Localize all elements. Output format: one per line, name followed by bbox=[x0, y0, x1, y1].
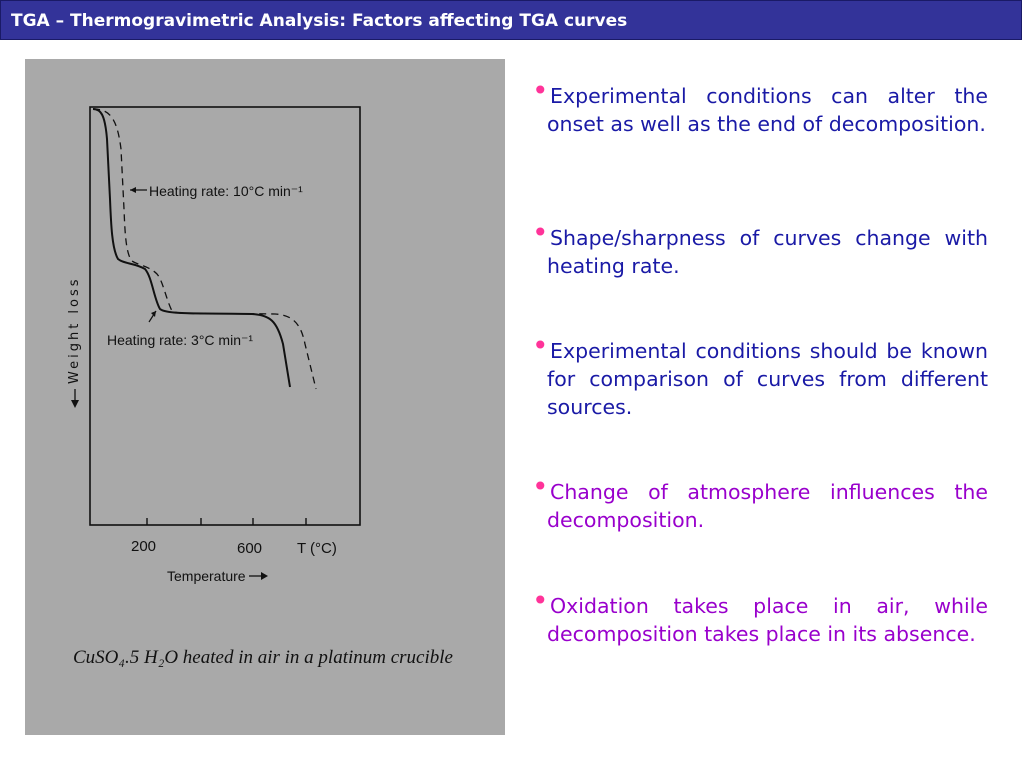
x-tick-200: 200 bbox=[131, 538, 156, 555]
bullet-text: Change of atmosphere influences the deco… bbox=[547, 480, 988, 532]
plot-frame bbox=[89, 106, 361, 526]
tga-figure: Heating rate: 10°C min⁻¹ Heating rate: 3… bbox=[25, 59, 505, 735]
arrow-head bbox=[71, 400, 79, 408]
bullet-item: • Oxidation takes place in air, while de… bbox=[532, 587, 988, 648]
arrow-head bbox=[151, 311, 156, 317]
bullet-text: Shape/sharpness of curves change with he… bbox=[547, 226, 988, 278]
title-bar: TGA – Thermogravimetric Analysis: Factor… bbox=[0, 0, 1022, 40]
bullet-text: Oxidation takes place in air, while deco… bbox=[547, 594, 988, 646]
bullet-dot: • bbox=[532, 470, 549, 503]
bullet-item: • Experimental conditions can alter the … bbox=[532, 77, 988, 138]
curve-fast bbox=[92, 108, 317, 390]
curve-slow bbox=[92, 108, 291, 388]
label-heating-fast: Heating rate: 10°C min⁻¹ bbox=[149, 183, 303, 199]
label-heating-slow: Heating rate: 3°C min⁻¹ bbox=[107, 332, 253, 348]
slide-title: TGA – Thermogravimetric Analysis: Factor… bbox=[11, 11, 628, 31]
bullet-text: Experimental conditions can alter the on… bbox=[547, 84, 988, 136]
bullet-text: Experimental conditions should be known … bbox=[547, 339, 988, 419]
tga-plot: Heating rate: 10°C min⁻¹ Heating rate: 3… bbox=[67, 106, 453, 668]
bullet-item: • Shape/sharpness of curves change with … bbox=[532, 219, 988, 280]
arrow-head bbox=[130, 187, 136, 193]
bullet-dot: • bbox=[532, 329, 549, 362]
x-tick-600: 600 bbox=[237, 540, 262, 557]
x-tick-unit: T (°C) bbox=[297, 540, 337, 557]
x-axis-label: Temperature bbox=[167, 568, 246, 584]
arrow-head bbox=[261, 572, 268, 580]
bullet-item: • Experimental conditions should be know… bbox=[532, 332, 988, 421]
bullet-dot: • bbox=[532, 216, 549, 249]
figure-caption: CuSO₄.5 H₂O heated in air in a platinum … bbox=[73, 647, 453, 668]
bullet-dot: • bbox=[532, 584, 549, 617]
y-axis-label: Weight loss bbox=[67, 276, 82, 384]
bullet-item: • Change of atmosphere influences the de… bbox=[532, 473, 988, 534]
bullet-dot: • bbox=[532, 74, 549, 107]
